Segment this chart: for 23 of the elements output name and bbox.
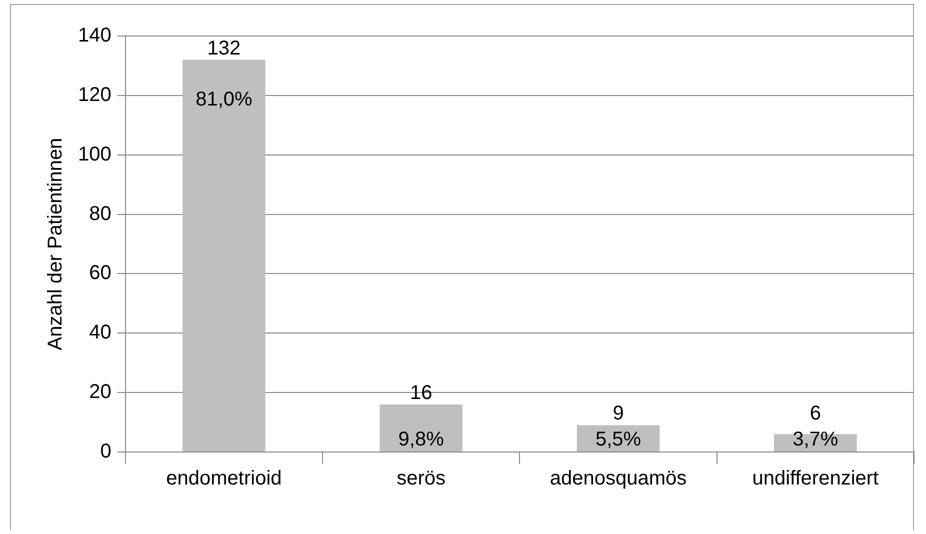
annotation: 3,7% xyxy=(792,428,838,451)
y-tick-label: 0 xyxy=(100,440,112,463)
bar xyxy=(182,60,266,452)
y-tick-label: 40 xyxy=(89,322,112,344)
y-tick-label: 120 xyxy=(78,84,112,106)
data-label: 132 xyxy=(207,37,241,60)
annotation: 5,5% xyxy=(595,428,642,451)
y-tick-label: 60 xyxy=(89,262,112,284)
data-label: 16 xyxy=(410,382,432,404)
y-axis-title: Anzahl der Patientinnen xyxy=(44,138,67,350)
x-tick-label: adenosquamös xyxy=(550,468,687,490)
data-label: 9 xyxy=(612,402,624,425)
bar xyxy=(380,404,463,452)
x-tick-label: endometrioid xyxy=(166,468,282,490)
y-tick-label: 80 xyxy=(89,202,112,225)
y-tick-label: 100 xyxy=(78,143,112,166)
y-tick-label: 140 xyxy=(78,24,112,47)
x-tick-label: serös xyxy=(396,468,446,490)
annotation: 9,8% xyxy=(398,428,444,451)
data-label: 6 xyxy=(810,402,821,425)
annotation: 81,0% xyxy=(196,88,253,110)
y-tick-label: 20 xyxy=(89,381,112,404)
x-tick-label: undifferenziert xyxy=(752,468,880,490)
